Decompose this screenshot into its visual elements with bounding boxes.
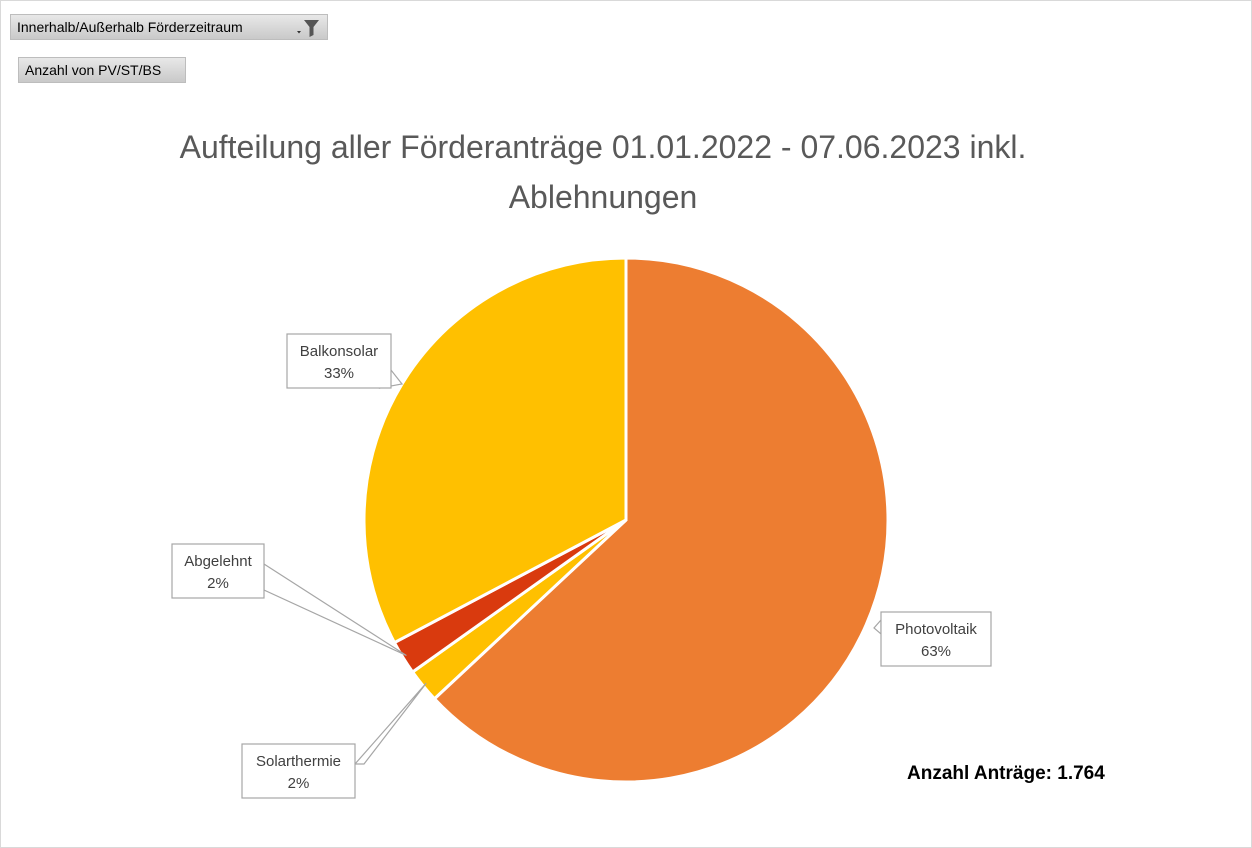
data-label-category-balkonsolar: Balkonsolar — [300, 343, 378, 360]
data-label-category-photovoltaik: Photovoltaik — [895, 621, 977, 638]
chart-title: Aufteilung aller Förderanträge 01.01.202… — [179, 129, 1027, 215]
data-label-percent-photovoltaik: 63% — [921, 643, 951, 660]
filter-icon[interactable] — [295, 18, 321, 38]
pie-slice-balkonsolar — [362, 256, 628, 645]
pivot-value-field-label: Anzahl von PV/ST/BS — [25, 62, 162, 78]
pivot-filter-button[interactable]: Innerhalb/Außerhalb Förderzeitraum — [10, 14, 328, 40]
data-label-box-balkonsolar — [286, 333, 392, 389]
data-label-box-solarthermie — [241, 743, 356, 799]
data-label-percent-solarthermie: 2% — [288, 775, 310, 792]
data-label-percent-abgelehnt: 2% — [207, 575, 229, 592]
leader-line-photovoltaik — [873, 618, 882, 636]
data-label-box-abgelehnt — [171, 543, 265, 599]
data-label-percent-balkonsolar: 33% — [324, 365, 354, 382]
pivot-value-field-button[interactable]: Anzahl von PV/ST/BS — [18, 57, 186, 83]
data-label-category-abgelehnt: Abgelehnt — [184, 553, 252, 570]
total-applications-annotation: Anzahl Anträge: 1.764 — [907, 763, 1105, 784]
pivot-filter-label: Innerhalb/Außerhalb Förderzeitraum — [17, 19, 243, 35]
data-label-box-photovoltaik — [880, 611, 992, 667]
pie-slice-photovoltaik — [432, 256, 890, 784]
data-label-category-solarthermie: Solarthermie — [256, 753, 341, 770]
leader-line-solarthermie — [353, 682, 427, 765]
